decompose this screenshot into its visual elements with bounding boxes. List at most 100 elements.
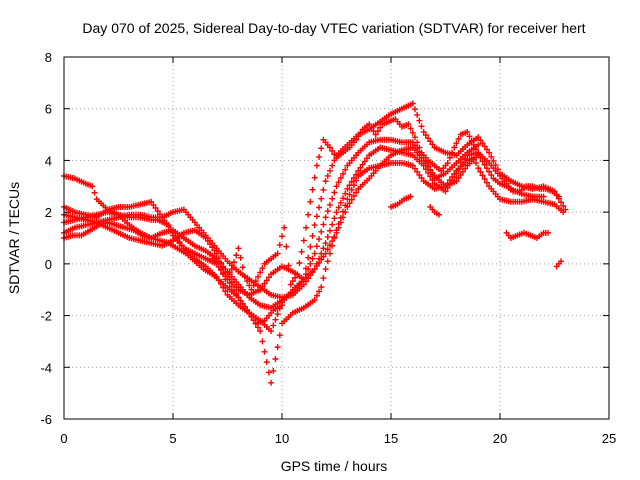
data-point <box>91 189 98 196</box>
data-point <box>422 160 429 167</box>
data-point <box>335 224 342 231</box>
data-point <box>268 328 275 335</box>
data-point <box>316 236 323 243</box>
data-point <box>329 195 336 202</box>
data-point <box>248 313 255 320</box>
data-point <box>377 124 384 131</box>
data-point <box>311 297 318 304</box>
data-point <box>255 273 262 280</box>
data-point <box>329 221 336 228</box>
data-point <box>241 304 248 311</box>
data-point <box>342 209 349 216</box>
data-point <box>348 196 355 203</box>
data-point <box>346 182 353 189</box>
data-point <box>488 153 495 160</box>
data-point <box>296 259 303 266</box>
data-point <box>331 215 338 222</box>
data-point <box>257 269 264 276</box>
data-point <box>455 135 462 142</box>
data-point <box>331 151 338 158</box>
data-point <box>268 379 275 386</box>
data-point <box>326 242 333 249</box>
data-point <box>348 186 355 193</box>
data-point <box>455 175 462 182</box>
data-point <box>409 162 416 169</box>
data-point <box>226 269 233 276</box>
data-point <box>313 292 320 299</box>
data-point <box>442 188 449 195</box>
data-point <box>320 221 327 228</box>
data-point <box>473 160 480 167</box>
data-point <box>311 250 318 257</box>
x-tick-label: 5 <box>169 431 176 446</box>
data-point <box>307 198 314 205</box>
data-point <box>329 162 336 169</box>
data-point <box>429 141 436 148</box>
data-point <box>163 220 170 227</box>
data-point <box>350 175 357 182</box>
data-point <box>309 255 316 262</box>
data-point <box>322 178 329 185</box>
data-point <box>207 241 214 248</box>
data-point <box>202 235 209 241</box>
data-point <box>540 193 547 200</box>
data-point <box>372 131 379 138</box>
data-point <box>259 283 266 290</box>
data-point <box>318 256 325 263</box>
data-point <box>342 166 349 173</box>
data-point <box>302 224 309 231</box>
data-point <box>324 258 331 265</box>
data-point <box>340 214 347 221</box>
data-point <box>209 244 216 251</box>
data-point <box>405 121 412 128</box>
data-point <box>555 193 562 200</box>
data-point <box>235 245 242 252</box>
data-point <box>263 277 270 284</box>
data-point <box>252 278 259 285</box>
series-fragment-b <box>388 193 414 210</box>
data-point <box>335 179 342 186</box>
data-point <box>204 238 211 245</box>
x-tick-label: 15 <box>384 431 398 446</box>
data-point <box>274 311 281 318</box>
data-point <box>213 250 220 257</box>
data-point <box>246 310 253 317</box>
data-point <box>333 209 340 216</box>
data-point <box>455 166 462 173</box>
data-point <box>453 178 460 185</box>
data-point <box>250 317 257 324</box>
series-fragment-a <box>503 229 551 241</box>
data-point <box>322 214 329 221</box>
data-point <box>241 273 248 280</box>
data-point <box>357 164 364 171</box>
data-point <box>544 229 551 236</box>
data-point <box>346 200 353 207</box>
data-point <box>239 300 246 307</box>
data-point <box>244 307 251 314</box>
data-point <box>353 136 360 143</box>
data-point <box>279 233 285 240</box>
data-point <box>416 171 423 178</box>
data-point <box>481 143 488 150</box>
data-series <box>61 100 569 386</box>
data-point <box>359 161 366 168</box>
data-point <box>279 302 285 309</box>
data-point <box>263 359 270 366</box>
data-point <box>305 254 312 261</box>
data-point <box>451 144 458 151</box>
series-day-4 <box>61 144 547 301</box>
data-point <box>335 204 342 211</box>
data-point <box>337 175 344 182</box>
data-point <box>270 367 277 374</box>
data-point <box>468 137 475 144</box>
data-point <box>418 175 425 182</box>
data-point <box>353 171 360 178</box>
series-day-7 <box>209 116 562 293</box>
data-point <box>318 284 325 291</box>
data-point <box>224 272 231 279</box>
data-point <box>366 121 373 128</box>
data-point <box>220 271 227 278</box>
data-point <box>361 158 368 165</box>
data-point <box>558 199 565 206</box>
data-point <box>274 344 281 351</box>
